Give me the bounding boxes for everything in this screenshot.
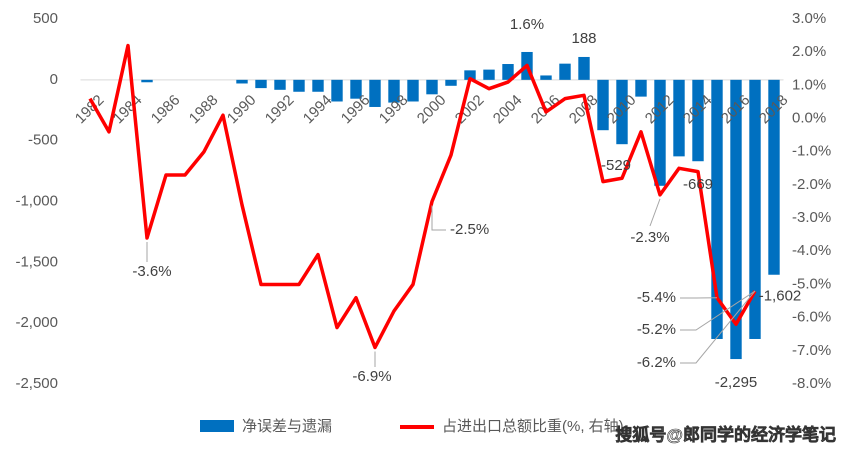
line-label: -6.2% <box>637 354 676 371</box>
bar <box>426 79 438 95</box>
bar-label: -529 <box>601 157 631 174</box>
x-tick-label: 2000 <box>414 92 450 128</box>
bar <box>730 79 742 360</box>
x-tick-label: 1992 <box>262 92 298 128</box>
bar-label: -1,602 <box>759 288 802 305</box>
y2-tick-label: -6.0% <box>792 309 831 326</box>
legend-label: 净误差与遗漏 <box>242 418 332 435</box>
line-label: -5.2% <box>637 321 676 338</box>
x-tick-label: 1996 <box>338 92 374 128</box>
legend-label: 占进出口总额比重(%, 右轴) <box>442 418 624 435</box>
bar <box>445 79 457 86</box>
y2-tick-label: -3.0% <box>792 209 831 226</box>
bar <box>502 64 514 80</box>
leader-line <box>680 290 756 364</box>
bar <box>616 79 628 145</box>
bar-label: 188 <box>571 30 596 47</box>
bar <box>293 79 305 92</box>
line-label: -3.6% <box>132 263 171 280</box>
bar <box>635 79 647 97</box>
line-label: -5.4% <box>637 289 676 306</box>
y2-tick-label: -1.0% <box>792 143 831 160</box>
bar <box>540 75 552 80</box>
y-tick-label: 0 <box>50 71 58 88</box>
line-label: -2.3% <box>630 229 669 246</box>
line-label: -2.5% <box>450 221 489 238</box>
y-tick-label: -500 <box>28 132 58 149</box>
line-label: 1.6% <box>510 16 544 33</box>
y2-tick-label: -2.0% <box>792 176 831 193</box>
leader-line <box>680 290 756 331</box>
bar <box>464 70 476 80</box>
y-tick-label: -2,500 <box>15 375 58 392</box>
y2-tick-label: -7.0% <box>792 342 831 359</box>
y2-tick-label: -8.0% <box>792 375 831 392</box>
y-tick-label: -1,000 <box>15 192 58 209</box>
leader-line <box>649 198 661 227</box>
y2-tick-label: -5.0% <box>792 275 831 292</box>
bar <box>597 79 609 131</box>
x-tick-label: 1986 <box>148 92 184 128</box>
watermark: 搜狐号@郎同学的经济学笔记 <box>615 424 836 444</box>
line <box>88 43 757 350</box>
bar <box>388 79 400 103</box>
bar <box>749 79 761 339</box>
bar <box>255 79 267 89</box>
bar <box>673 79 685 157</box>
bar <box>369 79 381 107</box>
x-tick-label: 1988 <box>186 92 222 128</box>
y-tick-label: -1,500 <box>15 253 58 270</box>
bar <box>236 79 248 84</box>
y2-tick-label: -4.0% <box>792 242 831 259</box>
bar-label: -669 <box>683 176 713 193</box>
y2-tick-label: 2.0% <box>792 43 826 60</box>
bar <box>141 79 153 83</box>
bar <box>407 79 419 102</box>
y-tick-label: -2,000 <box>15 314 58 331</box>
legend-swatch <box>200 420 234 432</box>
bar <box>312 79 324 92</box>
bar <box>578 56 590 80</box>
y2-tick-label: 3.0% <box>792 10 826 27</box>
bar <box>768 79 780 275</box>
bar <box>711 79 723 339</box>
bar <box>692 79 704 162</box>
bar-label: -2,295 <box>715 374 758 391</box>
bar <box>483 69 495 80</box>
x-tick-label: 1998 <box>376 92 412 128</box>
leader-line <box>431 205 446 231</box>
line-label: -6.9% <box>352 368 391 385</box>
x-tick-label: 1994 <box>300 92 336 128</box>
y2-tick-label: 1.0% <box>792 76 826 93</box>
bar <box>559 63 571 80</box>
bar <box>331 79 343 102</box>
x-tick-label: 2002 <box>452 92 488 128</box>
y2-tick-label: 0.0% <box>792 110 826 127</box>
x-tick-label: 1990 <box>224 92 260 128</box>
x-tick-label: 2004 <box>490 92 526 128</box>
bar <box>274 79 286 90</box>
bar <box>350 79 362 99</box>
bar <box>654 79 666 186</box>
y-tick-label: 500 <box>33 10 58 27</box>
